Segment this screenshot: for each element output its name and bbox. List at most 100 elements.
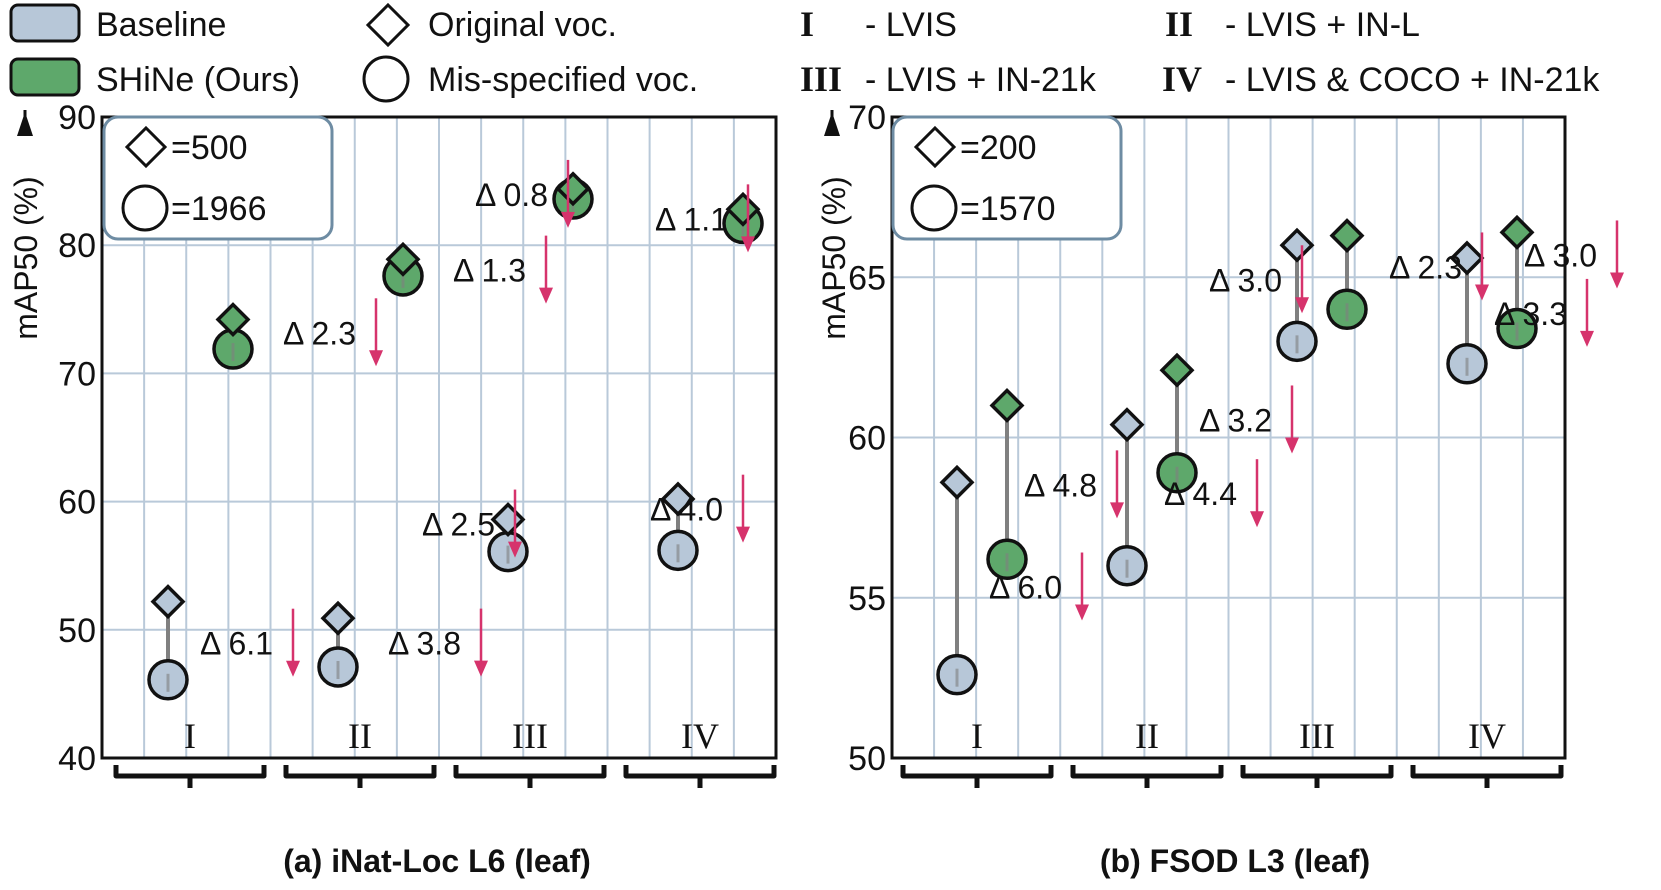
panel-a-original-point [725,191,761,227]
panel-a-delta-arrowhead [741,236,755,253]
panel-a-original-point [215,302,251,338]
panel-a-original-point [660,481,696,517]
panel-b-delta-arrowhead [1110,502,1124,519]
panel-b-cat-III: III [1299,716,1335,756]
legend-misspecified-label: Mis-specified voc. [428,61,698,99]
panel-b-title: (b) FSOD L3 (leaf) [1100,843,1370,879]
panel-a-ylabel: mAP50 (%) [8,176,44,340]
panel-a-ytick-label: 50 [58,612,96,650]
panel-a-ytick-label: 40 [58,740,96,778]
panel-a-delta-arrowhead [369,350,383,367]
panel-b-inset: =200 =1570 [891,115,1123,241]
panel-b-delta-arrows: Δ 6.0 Δ 4.4 Δ 3.0 Δ 3.3 Δ 4.8 Δ 3.2 Δ 2.3 Δ 3.0 [989,220,1624,621]
panel-b-inset-diamond-icon [913,125,957,169]
panel-a-delta-label: Δ 1.3 [453,253,526,289]
panel-b-delta-label: Δ 4.8 [1024,467,1097,503]
panel-b-delta-label: Δ 3.0 [1209,262,1282,298]
panel-b-ytick-label: 65 [848,259,886,297]
legend-numeral-3: III [800,59,842,99]
panel-a-inset: =500 =1966 [102,115,334,241]
panel-b-delta-label: Δ 3.0 [1524,237,1597,273]
panel-a-group-bracket [453,765,607,779]
panel-a-group-bracket [623,765,777,779]
panel-a-delta-label: Δ 6.1 [200,626,273,662]
panel-b-group-bracket [1070,765,1224,779]
panel-a-delta-label: Δ 4.0 [650,492,723,528]
panel-b-delta-label: Δ 3.2 [1199,402,1272,438]
panel-b-original-point [1279,227,1315,263]
legend-numeral-4: IV [1162,59,1202,99]
panel-b: mAP50 (%) 50 55 60 65 70 Δ 6.0 Δ 4.4 Δ 3.0 Δ 3.… [816,99,1624,879]
panel-a-yticks: 40 50 60 70 80 90 [58,99,96,778]
panel-b-delta-arrowhead [1475,284,1489,301]
panel-a-original-point [150,584,186,620]
panel-b-original-point [989,387,1025,423]
panel-b-yticks: 50 55 60 65 70 [848,99,886,778]
panel-b-inset-circle-icon [910,184,958,232]
panel-a-delta-arrows: Δ 6.1 Δ 3.8 Δ 2.5 Δ 4.0 Δ 2.3 Δ 1.3 Δ 0.8 Δ 1.1 [200,159,755,677]
panel-a-cat-II: II [348,716,372,756]
panel-a-ytick-label: 60 [58,484,96,522]
panel-b-original-point [1499,214,1535,250]
panel-b-marks [936,214,1538,696]
panel-a-group-bracket [113,765,267,779]
legend-numeral-2: II [1165,4,1193,44]
panel-b-original-point [1159,352,1195,388]
panel-a-cat-I: I [184,716,196,756]
panel-b-original-point [939,464,975,500]
panel-a-group-bracket [283,765,437,779]
panel-a-ytick-label: 70 [58,355,96,393]
panel-b-delta-arrowhead [1250,511,1264,528]
panel-a-ytick-label: 80 [58,227,96,265]
legend-desc-3: - LVIS + IN-21k [865,61,1097,99]
panel-b-cat-II: II [1135,716,1159,756]
panel-a-delta-label: Δ 3.8 [388,626,461,662]
panel-a-title: (a) iNat-Loc L6 (leaf) [283,843,591,879]
panel-a-delta-arrowhead [286,660,300,677]
panel-b-y-arrowhead [824,112,840,136]
panel-a-original-point [320,600,356,636]
panel-b-group-bracket [1410,765,1564,779]
panel-a-brackets [113,765,777,788]
panel-a-ytick-label: 90 [58,99,96,137]
panel-b-original-point [1109,407,1145,443]
panel-a-categories: I II III IV [184,716,719,756]
panel-b-cat-I: I [971,716,983,756]
panel-b-ytick-label: 50 [848,740,886,778]
legend-numeral-1: I [800,4,814,44]
panel-a-inset-diamond-icon [124,125,168,169]
panel-b-delta-arrowhead [1285,437,1299,454]
panel-a-inset-circle-value: =1966 [171,190,267,228]
legend: Baseline SHiNe (Ours) Original voc. Mis-… [9,2,1600,103]
panel-b-group-bracket [1240,765,1394,779]
panel-a-marks [147,171,764,701]
panel-b-ylabel: mAP50 (%) [816,176,852,340]
panel-b-group-bracket [900,765,1054,779]
panel-b-cat-IV: IV [1468,716,1506,756]
panel-b-inset-diamond-value: =200 [960,129,1037,167]
panel-b-delta-label: Δ 6.0 [989,570,1062,606]
panel-a-delta-arrowhead [474,660,488,677]
panel-b-ytick-label: 70 [848,99,886,137]
panel-b-frame [890,115,1567,760]
panel-b-delta-label: Δ 4.4 [1164,476,1237,512]
panel-a-y-arrowhead [17,112,33,136]
panel-b-delta-arrowhead [1580,330,1594,347]
panel-b-inset-circle-value: =1570 [960,190,1056,228]
panel-b-ytick-label: 55 [848,580,886,618]
panel-a-delta-label: Δ 2.5 [422,507,495,543]
panel-b-brackets [900,765,1564,788]
panel-a-cat-III: III [512,716,548,756]
legend-desc-2: - LVIS + IN-L [1225,6,1420,44]
panel-a-cat-IV: IV [681,716,719,756]
panel-b-delta-arrowhead [1295,297,1309,314]
panel-a-delta-arrowhead [736,526,750,543]
legend-original-label: Original voc. [428,6,617,44]
panel-b-delta-label: Δ 2.3 [1389,249,1462,285]
legend-shine-label: SHiNe (Ours) [96,61,300,99]
panel-a-inset-circle-icon [121,184,169,232]
panel-b-original-point [1329,218,1365,254]
panel-b-categories: I II III IV [971,716,1506,756]
panel-a-delta-arrowhead [508,541,522,558]
